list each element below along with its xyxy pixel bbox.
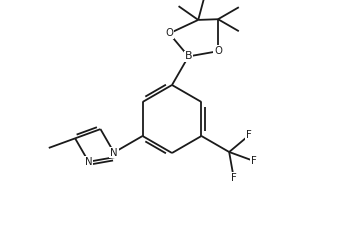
Text: O: O [165,28,173,38]
Text: B: B [185,52,192,62]
Text: F: F [231,173,237,183]
Text: F: F [246,130,252,140]
Text: F: F [251,156,256,166]
Text: N: N [110,148,118,158]
Text: N: N [85,157,93,167]
Text: O: O [214,46,222,56]
